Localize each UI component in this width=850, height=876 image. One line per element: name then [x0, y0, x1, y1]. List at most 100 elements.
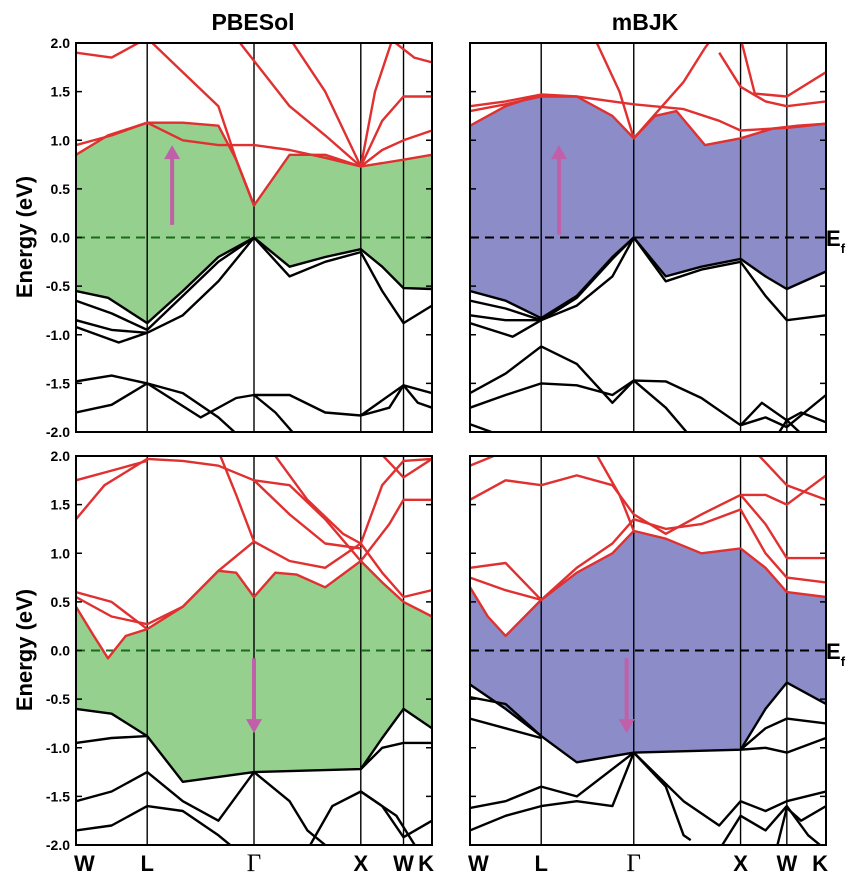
y-tick-label: 0.5	[51, 181, 71, 197]
conduction-band-0	[76, 559, 432, 660]
valence-band-12	[739, 717, 826, 751]
panel-mbjk-spin-down	[469, 455, 827, 846]
valence-band-17	[632, 751, 826, 827]
plot-area	[76, 43, 432, 432]
plot-area	[470, 456, 826, 845]
conduction-band-6	[253, 479, 361, 550]
panel-mbjk-spin-up	[469, 42, 827, 433]
x-tick-label-x: X	[733, 851, 748, 876]
x-tick-label-k: K	[812, 851, 828, 876]
x-tick-label-l: L	[140, 851, 153, 876]
title-mbjk: mBJK	[612, 9, 679, 35]
valence-band-11	[470, 717, 542, 740]
y-tick-label: -1.5	[46, 375, 70, 391]
y-tick-label: -0.5	[46, 691, 70, 707]
conduction-band-7	[740, 474, 826, 506]
plot-area	[76, 456, 432, 845]
conduction-band-7	[273, 456, 362, 545]
spin-up-arrow-head	[164, 145, 181, 160]
conduction-band-1	[76, 121, 432, 168]
y-tick-label: 2.0	[51, 35, 71, 51]
valence-band-14	[76, 770, 255, 822]
valence-band-14	[739, 401, 802, 432]
x-tick-label-w: W	[393, 851, 414, 876]
y-tick-label: 1.0	[51, 132, 71, 148]
conduction-band-8	[757, 456, 826, 501]
valence-band-12	[470, 379, 689, 432]
y-tick-label: 1.5	[51, 84, 71, 100]
x-tick-label-w: W	[74, 851, 95, 876]
x-tick-label-w: W	[468, 851, 489, 876]
y-tick-label: 0.0	[51, 230, 71, 246]
conduction-band-5	[359, 43, 393, 167]
x-tick-label-x: X	[353, 851, 368, 876]
y-tick-label: 2.0	[51, 448, 71, 464]
conduction-band-3	[595, 43, 635, 139]
valence-band-14	[360, 384, 432, 417]
valence-band-12	[76, 382, 237, 432]
conduction-band-3	[470, 474, 742, 535]
y-tick-label: -1.5	[46, 788, 70, 804]
conduction-band-3	[76, 457, 362, 562]
y-tick-label: -0.5	[46, 278, 70, 294]
title-pbesol: PBESol	[211, 9, 294, 35]
valence-band-13	[470, 423, 497, 432]
valence-band-13	[359, 741, 432, 770]
panel-pbesol-spin-down: -2.0 -1.5 -1.0 -0.5 0.0 0.5 1.0 1.5 2.0	[46, 448, 433, 853]
conduction-band-4	[470, 456, 497, 467]
ylabel-top: Energy (eV)	[12, 176, 37, 298]
spin-down-arrow-head	[618, 719, 635, 734]
spin-up-arrow-head	[551, 145, 567, 160]
y-tick-label: -2.0	[46, 837, 70, 853]
x-tick-label-gamma: Γ	[247, 850, 261, 876]
y-tick-label: 1.0	[51, 545, 71, 561]
x-tick-label-w: W	[776, 851, 797, 876]
conduction-band-1	[470, 95, 826, 132]
valence-band-15	[76, 804, 233, 845]
ylabel-bottom: Energy (eV)	[12, 589, 37, 711]
panel-pbesol-spin-up: -2.0 -1.5 -1.0 -0.5 0.0 0.5 1.0 1.5 2.0	[46, 35, 433, 440]
x-tick-label-l: L	[534, 851, 547, 876]
conduction-band-4	[632, 43, 711, 140]
valence-band-7	[470, 236, 826, 320]
valence-band-8	[470, 236, 826, 322]
valence-band-11	[470, 345, 826, 429]
valence-band-13	[740, 736, 826, 754]
conduction-band-5	[219, 456, 256, 543]
conduction-band-4	[76, 459, 148, 482]
valence-band-7	[76, 236, 432, 325]
valence-band-13	[253, 394, 295, 432]
x-tick-label-k: K	[418, 851, 434, 876]
valence-band-18	[720, 804, 822, 845]
conduction-band-5	[718, 52, 826, 108]
conduction-band-2	[470, 93, 542, 108]
valence-band-10	[470, 696, 543, 737]
valence-band-10	[76, 325, 148, 344]
spin-down-arrow-head	[246, 719, 262, 734]
y-tick-label: -1.0	[46, 740, 70, 756]
fermi-label-bottom: Ef	[826, 639, 846, 669]
valence-band-14	[470, 751, 635, 810]
y-tick-label: -2.0	[46, 424, 70, 440]
y-tick-label: -1.0	[46, 327, 70, 343]
conduction-band-1	[76, 540, 432, 626]
x-tick-label-gamma: Γ	[627, 850, 641, 876]
valence-band-16	[632, 751, 692, 842]
valence-band-10	[470, 319, 542, 338]
y-tick-label: 0.5	[51, 594, 71, 610]
valence-band-19	[776, 805, 826, 845]
conduction-band-10	[381, 456, 432, 479]
conduction-band-2	[76, 590, 148, 631]
plot-area	[470, 43, 826, 432]
valence-band-8	[76, 236, 432, 332]
conduction-band-5	[596, 456, 635, 532]
gap-region	[470, 530, 826, 763]
valence-band-15	[470, 752, 635, 832]
fermi-label-top: Ef	[826, 226, 846, 256]
conduction-band-4	[291, 43, 362, 168]
y-tick-label: 0.0	[51, 643, 71, 659]
conduction-band-6	[393, 43, 432, 64]
conduction-band-2	[470, 561, 543, 601]
valence-band-15	[777, 411, 826, 432]
